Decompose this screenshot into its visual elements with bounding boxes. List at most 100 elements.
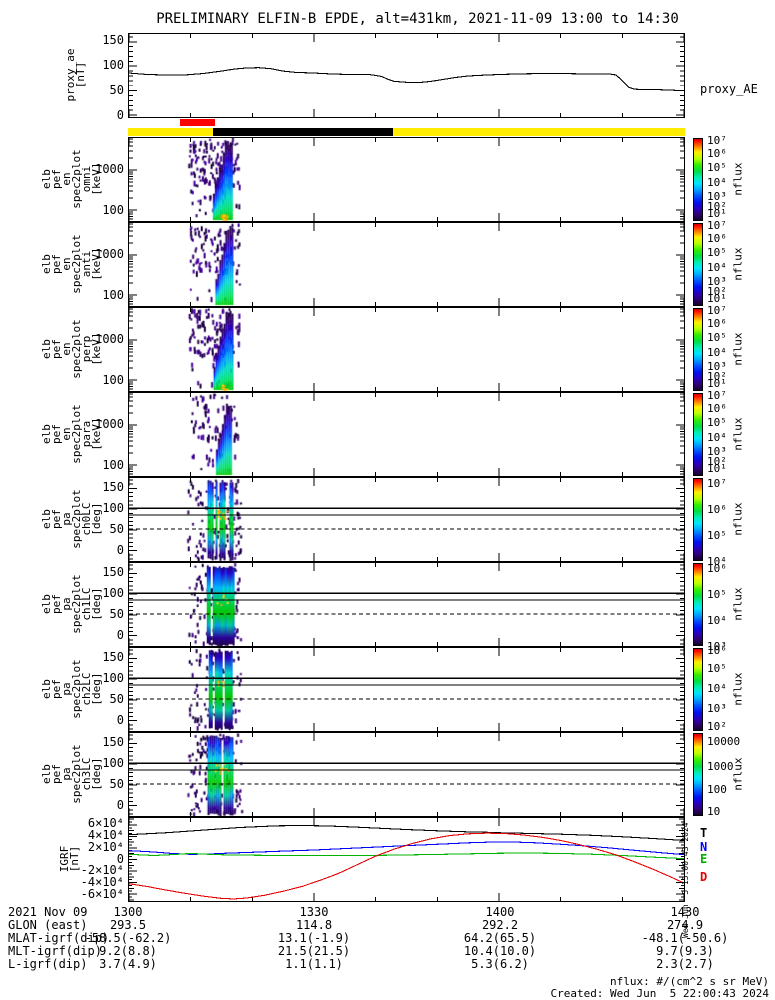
colorbar [693,563,703,646]
panel-spec-en-para [128,392,685,477]
colorbar-label: 10⁶ [707,316,727,330]
colorbar-label: 10⁵ [707,662,727,676]
ann-row-label-mlat: MLAT-igrf(dip) [8,931,110,945]
colorbar-label: 10¹ [707,461,727,475]
colorbar-label: 10⁶ [707,503,727,517]
y-tick-label: 50 [109,607,124,622]
panel-spec-pa-ch2lc [128,647,685,732]
panel-axes [129,138,684,221]
y-tick-label: 0 [116,851,124,866]
colorbar-label: 10² [707,455,727,469]
igrf-legend-D: D [700,870,708,884]
panel-axes [129,308,684,391]
colorbar-label: 10⁷ [707,477,727,491]
y-tick-label: 100 [102,202,124,217]
colorbar-label: 10⁶ [707,401,727,415]
colorbar-label: 10⁴ [707,682,727,696]
colorbar-label: 1000 [707,759,734,773]
ann-value: -58.5(-62.2) [84,931,172,945]
colorbar-label: 10⁵ [707,246,727,260]
y-tick-label: 100 [102,670,124,685]
panel-axes [129,478,684,561]
y-tick-label: 100 [102,457,124,472]
colorbar-label: 10⁵ [707,416,727,430]
spectrogram-canvas [129,308,684,391]
x-tick-label: 1430 [670,905,700,919]
ann-value: 5.3(6.2) [471,957,529,971]
status-segment [392,128,685,136]
ylabel-en-para: elb pef en spec2plot para [keV] [40,404,103,464]
ann-row-label-mlt: MLT-igrf(dip) [8,944,102,958]
colorbar [693,393,703,476]
y-tick-label: 50 [109,777,124,792]
y-tick-label: 150 [102,33,124,47]
ylabel-pa-ch1lc: elb pef pa spec2plot ch1LC [deg] [40,574,103,634]
ann-value: 1.1(1.1) [285,957,343,971]
status-segment [212,128,393,136]
panel-axes [129,223,684,306]
y-tick-label: 150 [102,734,124,749]
panel-spec-en-anti [128,222,685,307]
y-tick-label: 100 [102,372,124,387]
footer-created: Created: Wed Jun 5 22:00:43 2024 [550,987,769,1000]
colorbar-label: 10⁴ [707,554,727,568]
colorbar-title: nflux [731,247,745,281]
colorbar [693,223,703,306]
colorbar-label: 10² [707,370,727,384]
panel-axes [129,393,684,476]
panel-spec-pa-ch0lc [128,477,685,562]
panel-spec-pa-ch1lc [128,562,685,647]
colorbar-label: 10² [707,200,727,214]
ann-value: 292.2 [481,918,519,932]
ann-value: 13.1(-1.9) [277,931,351,945]
colorbar-label: 10⁶ [707,562,727,576]
x-tick-label: 1300 [113,905,143,919]
colorbar-label: 10³ [707,275,727,289]
colorbar-label: 10⁶ [707,146,727,160]
ylabel-en-omni: elb pef en spec2plot omni [keV] [40,149,103,209]
colorbar-label: 10¹ [707,291,727,305]
colorbar-label: 10⁴ [707,430,727,444]
colorbar-title: nflux [731,332,745,366]
y-tick-label: 100 [102,287,124,302]
colorbar-label: 10⁷ [707,304,727,317]
colorbar [693,308,703,391]
colorbar-label: 100 [707,782,727,796]
y-tick-label: 0 [116,628,124,643]
colorbar-label: 10⁶ [707,231,727,245]
colorbar-label: 10² [707,285,727,299]
ann-row-label-date: 2021 Nov 09 [8,905,88,919]
colorbar [693,138,703,221]
ann-value: 293.5 [109,918,147,932]
panel-spec-en-perp [128,307,685,392]
colorbar-title: nflux [731,672,745,706]
panel-spec-en-omni [128,137,685,222]
ann-value: 2.3(2.7) [656,957,714,971]
panel-axes [129,648,684,731]
ann-value: 274.9 [666,918,704,932]
colorbar [693,733,703,816]
colorbar-label: 10⁵ [707,331,727,345]
colorbar-label: 10¹ [707,206,727,220]
y-tick-label: 0 [116,543,124,558]
y-tick-label: 1000 [95,331,124,346]
series-E [129,852,684,860]
igrf-legend-E: E [700,852,708,866]
ann-value: -48.1(-50.6) [641,931,729,945]
ylabel-pa-ch3lc: elb pef pa spec2plot ch3LC [deg] [40,744,103,804]
colorbar-label: 10¹ [707,376,727,390]
ann-value: 9.7(9.3) [656,944,714,958]
y-tick-label: 100 [102,500,124,515]
y-tick-label: -4×10⁴ [80,875,124,890]
series-proxy_AE [129,67,684,92]
fast-survey-segment [179,119,216,126]
proxy-ae-right-label: proxy_AE [700,82,758,96]
panel-axes [129,818,684,901]
ann-value: 9.2(8.8) [99,944,157,958]
ann-value: 21.5(21.5) [277,944,351,958]
y-tick-label: 2×10⁴ [87,839,124,854]
y-tick-label: 150 [102,564,124,579]
y-tick-label: 1000 [95,416,124,431]
colorbar-title: nflux [731,417,745,451]
